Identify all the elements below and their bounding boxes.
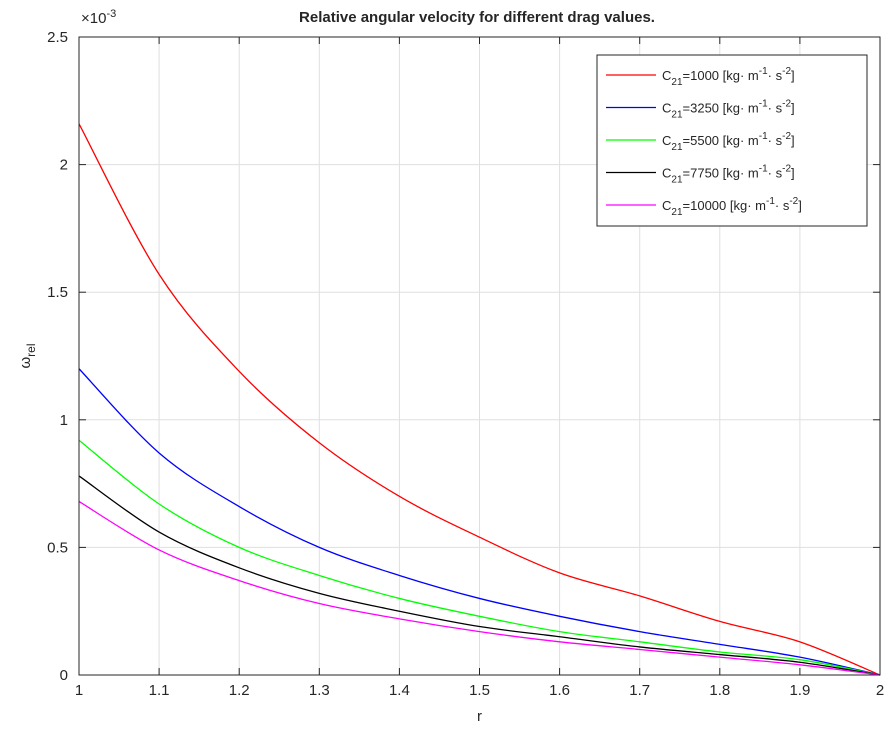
y-tick-label: 2.5 xyxy=(47,29,68,46)
x-tick-label: 1.2 xyxy=(229,682,250,699)
chart-title: Relative angular velocity for different … xyxy=(299,9,655,26)
x-tick-label: 1.7 xyxy=(629,682,650,699)
legend: C21=1000 [kg· m-1· s-2] C21=3250 [kg· m-1… xyxy=(596,54,868,227)
legend-label-5: C21=10000 [kg· m-1· s-2] xyxy=(662,196,802,218)
series-line-1 xyxy=(78,123,881,676)
legend-label-2: C21=3250 [kg· m-1· s-2] xyxy=(662,99,795,121)
x-tick-label: 1.4 xyxy=(389,682,410,699)
legend-label-4: C21=7750 [kg· m-1· s-2] xyxy=(662,164,795,186)
series-line-4 xyxy=(78,475,881,676)
y-tick-label: 0.5 xyxy=(47,539,68,556)
legend-label-3: C21=5500 [kg· m-1· s-2] xyxy=(662,131,795,153)
series-line-5 xyxy=(78,500,881,676)
x-tick-label: 1.1 xyxy=(149,682,170,699)
y-tick-label: 0 xyxy=(60,667,68,684)
y-exponent-label: ×10-3 xyxy=(81,8,116,27)
y-tick-label: 1 xyxy=(60,412,68,429)
x-tick-label: 2 xyxy=(876,682,884,699)
legend-label-1: C21=1000 [kg· m-1· s-2] xyxy=(662,66,795,88)
y-axis-label: ωrel xyxy=(17,343,38,368)
x-tick-label: 1.8 xyxy=(709,682,730,699)
x-axis-label: r xyxy=(477,708,482,725)
x-tick-label: 1.5 xyxy=(469,682,490,699)
x-tick-label: 1 xyxy=(75,682,83,699)
series-line-2 xyxy=(78,368,881,676)
series-line-3 xyxy=(78,439,881,676)
axes-box xyxy=(78,36,881,676)
x-tick-label: 1.9 xyxy=(789,682,810,699)
x-tick-label: 1.6 xyxy=(549,682,570,699)
y-tick-label: 2 xyxy=(60,157,68,174)
y-tick-label: 1.5 xyxy=(47,284,68,301)
x-tick-label: 1.3 xyxy=(309,682,330,699)
